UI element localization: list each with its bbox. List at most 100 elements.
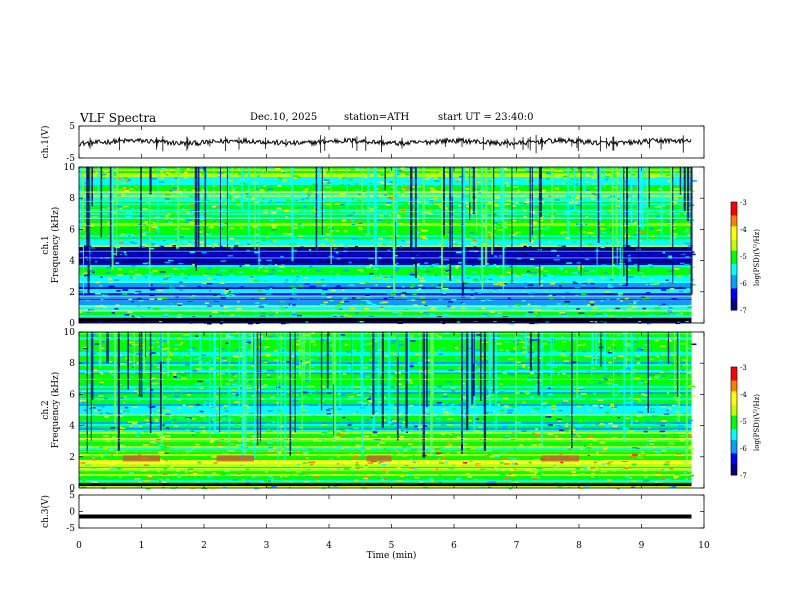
spectrogram-speckle	[309, 461, 316, 463]
spectrogram-speckle	[195, 432, 201, 434]
spectrogram-speckle	[558, 273, 565, 275]
spectrogram-speckle	[662, 362, 667, 365]
spectrogram-speckle	[105, 260, 109, 262]
spectrogram-speckle	[388, 169, 391, 172]
spectrogram-speckle	[183, 228, 190, 230]
spectrogram-speckle	[677, 275, 682, 277]
spectrogram-speckle	[321, 196, 327, 198]
spectrogram-speckle	[187, 468, 194, 470]
spectrogram-speckle	[412, 408, 417, 410]
spectrogram-speckle	[421, 262, 425, 264]
spectrogram-row	[79, 213, 692, 215]
spectrogram-speckle	[506, 185, 510, 187]
spectrogram-speckle	[251, 267, 254, 269]
spectrogram-speckle	[136, 353, 141, 355]
spectrogram-speckle	[347, 424, 352, 426]
spectrogram-speckle	[249, 253, 254, 255]
spectrogram-speckle	[455, 438, 459, 440]
spectrogram-speckle	[670, 298, 677, 300]
spectrogram-speckle	[580, 293, 587, 296]
spectrogram-speckle	[158, 181, 165, 183]
spectrogram-speckle	[603, 259, 606, 261]
spectrogram-speckle	[186, 168, 190, 170]
spectrogram-speckle	[319, 304, 326, 306]
sferic-streak	[550, 167, 554, 224]
sferic-streak	[241, 332, 244, 461]
spectrogram-speckle	[583, 467, 587, 469]
spectrogram-speckle	[541, 402, 548, 404]
spectrogram-speckle	[438, 194, 444, 196]
spectrogram-speckle	[291, 262, 295, 264]
spectrogram-speckle	[354, 449, 358, 451]
spectrogram-speckle	[540, 268, 544, 271]
spectrogram-speckle	[618, 355, 624, 357]
spectrogram-speckle	[214, 276, 221, 278]
spectrogram-speckle	[90, 421, 93, 424]
spectrogram-speckle	[476, 398, 481, 400]
spectrogram-speckle	[464, 168, 471, 170]
spectrogram-speckle	[188, 274, 191, 276]
sferic-streak	[227, 167, 230, 216]
sferic-streak	[492, 167, 495, 250]
spectrogram-speckle	[461, 307, 467, 309]
spectrogram-speckle	[322, 284, 327, 287]
spectrogram-speckle	[361, 348, 367, 351]
spectrogram-speckle	[199, 218, 206, 221]
spectrogram-speckle	[129, 472, 134, 474]
spectrogram-speckle	[429, 174, 433, 177]
sferic-streak	[524, 332, 527, 359]
spectrogram-speckle	[134, 257, 138, 260]
spectrogram-speckle	[372, 431, 378, 433]
spectrogram-speckle	[368, 400, 374, 402]
spectrogram-speckle	[114, 174, 118, 176]
spectrogram-speckle	[156, 287, 162, 290]
tone-line	[79, 414, 692, 416]
spectrogram-speckle	[438, 462, 444, 464]
spectrogram-speckle	[143, 224, 147, 226]
spectrogram-speckle	[91, 169, 95, 172]
spectrogram-speckle	[180, 341, 184, 344]
spectrogram-speckle	[662, 367, 666, 370]
spectrogram-row	[79, 227, 692, 229]
spectrogram-speckle	[402, 429, 405, 431]
spectrogram-speckle	[424, 304, 428, 307]
spectrogram-speckle	[425, 186, 430, 189]
spectrogram-speckle	[228, 364, 234, 366]
spectrogram-speckle	[295, 471, 302, 473]
spectrogram-speckle	[237, 300, 240, 303]
spectrogram-speckle	[496, 223, 502, 226]
spectrogram-speckle	[528, 461, 532, 464]
spectrogram-speckle	[445, 356, 452, 359]
spectrogram-speckle	[535, 314, 542, 317]
spectrogram-speckle	[279, 475, 283, 478]
spectrogram-speckle	[680, 342, 687, 345]
spectrogram-row	[79, 358, 692, 360]
spectrogram-speckle	[369, 264, 373, 267]
spectrogram-speckle	[204, 286, 210, 289]
spectrogram-speckle	[82, 346, 88, 349]
spectrogram-speckle	[127, 253, 131, 256]
spectrogram-speckle	[591, 192, 596, 195]
spectrogram-speckle	[507, 427, 511, 430]
spectrogram-speckle	[373, 439, 376, 442]
spectrogram-speckle	[246, 481, 250, 484]
spectrogram-speckle	[591, 232, 595, 235]
spectrogram-speckle	[580, 473, 586, 475]
spectrogram-speckle	[108, 361, 113, 363]
spectrogram-speckle	[588, 355, 592, 357]
spectrogram-speckle	[467, 421, 472, 423]
spectrogram-speckle	[578, 362, 583, 364]
sferic-streak	[690, 167, 693, 295]
spectrogram-speckle	[486, 315, 490, 318]
spectrogram-speckle	[641, 365, 647, 367]
spectrogram-speckle	[650, 283, 657, 286]
spectrogram-speckle	[622, 263, 629, 265]
spectrogram-row	[79, 486, 692, 488]
spectrogram-row	[79, 221, 692, 223]
sferic-streak	[106, 332, 109, 364]
spectrogram-speckle	[298, 285, 303, 287]
spectrogram-speckle	[341, 398, 344, 400]
spectrogram-speckle	[580, 448, 584, 450]
spectrogram-speckle	[404, 173, 410, 176]
spectrogram-speckle	[160, 458, 163, 460]
